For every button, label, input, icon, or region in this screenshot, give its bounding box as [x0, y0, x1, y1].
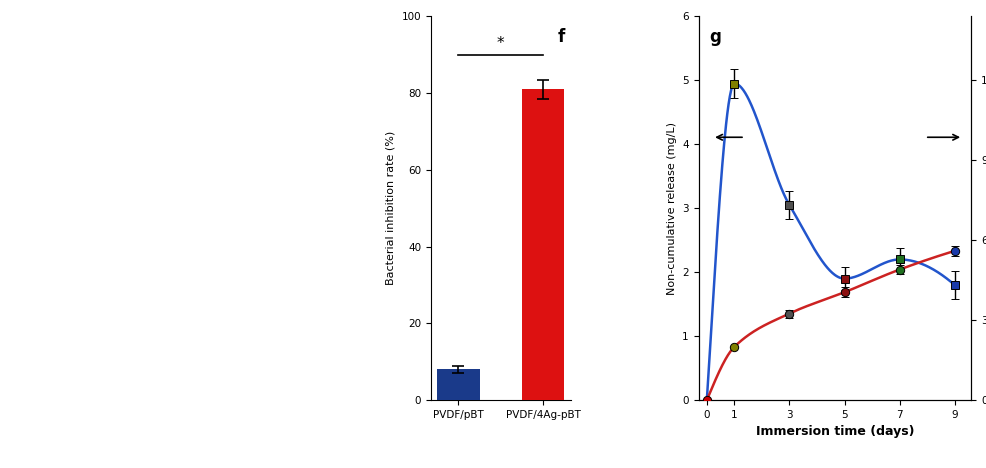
Text: g: g [710, 28, 722, 46]
Y-axis label: Bacterial inhibition rate (%): Bacterial inhibition rate (%) [386, 131, 396, 285]
Text: f: f [558, 28, 565, 46]
Y-axis label: Non-cumulative release (mg/L): Non-cumulative release (mg/L) [667, 122, 676, 295]
X-axis label: Immersion time (days): Immersion time (days) [755, 425, 914, 439]
Text: *: * [497, 36, 505, 51]
Bar [522, 89, 564, 400]
Bar [437, 369, 479, 400]
